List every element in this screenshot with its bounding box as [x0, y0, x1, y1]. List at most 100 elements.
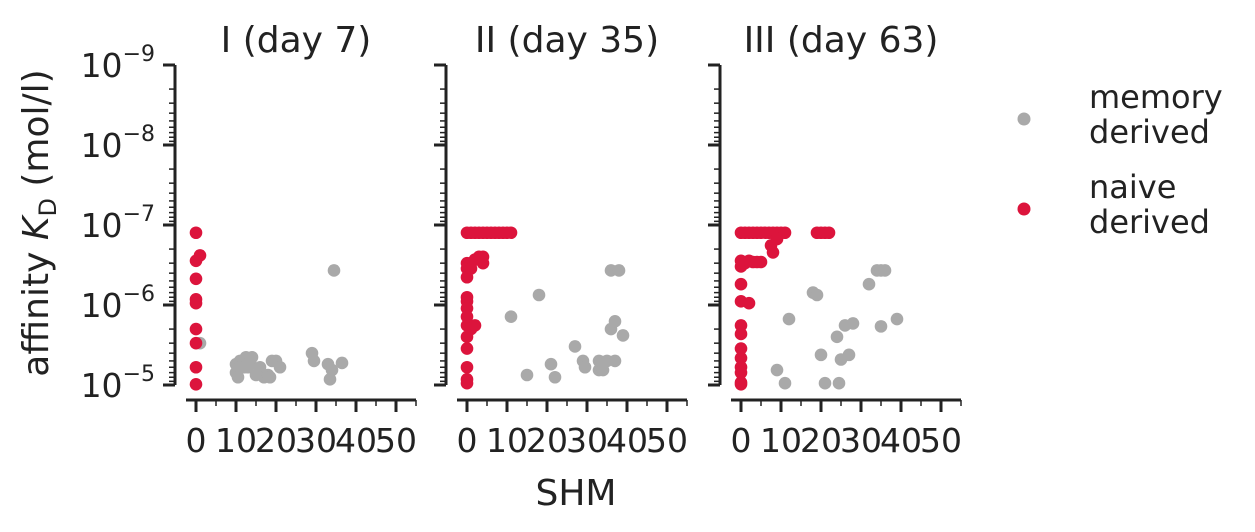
- naive-point: [734, 377, 748, 391]
- memory-point: [818, 376, 832, 390]
- naive-point: [822, 226, 836, 240]
- memory-point: [245, 350, 259, 364]
- naive-point: [460, 360, 474, 374]
- memory-point: [548, 370, 562, 384]
- legend-label-memory-line1: memory: [1089, 78, 1223, 116]
- panel-title: II (day 35): [475, 20, 659, 61]
- series-naive-derived: [460, 226, 518, 390]
- memory-point: [263, 370, 277, 384]
- naive-point: [734, 327, 748, 341]
- legend-label-naive-line1: naive: [1089, 168, 1176, 206]
- memory-point: [862, 277, 876, 291]
- memory-point: [504, 310, 518, 323]
- memory-point: [830, 330, 844, 344]
- memory-point: [890, 312, 904, 326]
- memory-point: [832, 376, 846, 390]
- series-naive-derived: [734, 226, 836, 391]
- x-tick-label: 30: [566, 421, 608, 460]
- naive-point: [189, 322, 203, 336]
- legend: memory derived naive derived: [1017, 78, 1223, 241]
- memory-point: [568, 340, 582, 353]
- x-tick-label: 30: [840, 421, 882, 460]
- naive-point: [189, 377, 203, 391]
- memory-point: [842, 348, 856, 362]
- naive-point: [193, 249, 207, 262]
- memory-point: [846, 317, 860, 330]
- memory-point: [273, 360, 287, 374]
- memory-point: [544, 357, 558, 371]
- memory-point: [778, 376, 792, 390]
- naive-point: [504, 226, 518, 240]
- y-tick-label: 10−7: [81, 202, 155, 245]
- memory-point: [612, 264, 626, 277]
- x-tick-label: 40: [880, 421, 922, 460]
- memory-point: [616, 329, 630, 342]
- naive-point: [189, 272, 203, 286]
- memory-point: [532, 288, 546, 302]
- naive-point: [189, 360, 203, 374]
- memory-point: [335, 356, 349, 370]
- x-tick-label: 10: [486, 421, 528, 460]
- memory-point: [814, 348, 828, 362]
- panel-title: III (day 63): [744, 20, 939, 61]
- naive-point: [189, 226, 203, 240]
- x-tick-label: 40: [335, 421, 377, 460]
- naive-point: [770, 232, 784, 246]
- memory-point: [810, 288, 824, 302]
- memory-point: [578, 360, 592, 374]
- naive-point: [460, 376, 474, 390]
- memory-point: [874, 320, 888, 333]
- x-tick-label: 50: [375, 421, 417, 460]
- legend-label-naive-line2: derived: [1089, 203, 1210, 241]
- naive-point: [754, 255, 768, 269]
- naive-point: [734, 351, 748, 365]
- legend-label-memory-line2: derived: [1089, 113, 1210, 151]
- y-tick-label: 10−9: [81, 42, 155, 85]
- memory-point: [520, 368, 534, 382]
- legend-marker-naive: [1017, 202, 1031, 216]
- memory-point: [878, 264, 892, 277]
- naive-point: [476, 250, 490, 264]
- x-tick-label: 20: [800, 421, 842, 460]
- memory-point: [608, 315, 622, 328]
- naive-point: [189, 336, 203, 350]
- x-tick-label: 20: [255, 421, 297, 460]
- memory-point: [307, 354, 321, 368]
- memory-point: [327, 264, 341, 277]
- panels-group: I (day 7)10−910−810−710−610−50 1020304050…: [81, 20, 962, 460]
- legend-marker-memory: [1017, 112, 1031, 126]
- y-tick-label: 10−8: [81, 122, 155, 165]
- naive-point: [734, 342, 748, 355]
- naive-point: [460, 310, 474, 323]
- series-memory-derived: [193, 264, 349, 386]
- naive-point: [766, 246, 780, 259]
- memory-point: [782, 312, 796, 326]
- memory-point: [770, 363, 784, 377]
- x-tick-label: 0: [457, 421, 478, 460]
- naive-point: [460, 342, 474, 355]
- x-tick-label: 0: [186, 421, 207, 460]
- x-axis-label: SHM: [536, 473, 617, 514]
- x-tick-label: 20: [526, 421, 568, 460]
- memory-point: [608, 354, 622, 368]
- x-tick-label: 50: [646, 421, 688, 460]
- y-tick-label: 10−6: [81, 282, 155, 325]
- naive-point: [734, 277, 748, 291]
- x-tick-label: 0: [731, 421, 752, 460]
- naive-point: [742, 296, 756, 310]
- x-tick-label: 10: [215, 421, 257, 460]
- y-tick-label: 10−5: [81, 362, 155, 405]
- x-tick-label: 40: [606, 421, 648, 460]
- x-tick-label: 10: [760, 421, 802, 460]
- memory-point: [325, 363, 339, 377]
- memory-point: [231, 370, 245, 384]
- memory-point: [253, 360, 267, 374]
- naive-point: [468, 319, 482, 332]
- series-memory-derived: [504, 264, 630, 384]
- x-tick-label: 50: [920, 421, 962, 460]
- naive-point: [734, 366, 748, 379]
